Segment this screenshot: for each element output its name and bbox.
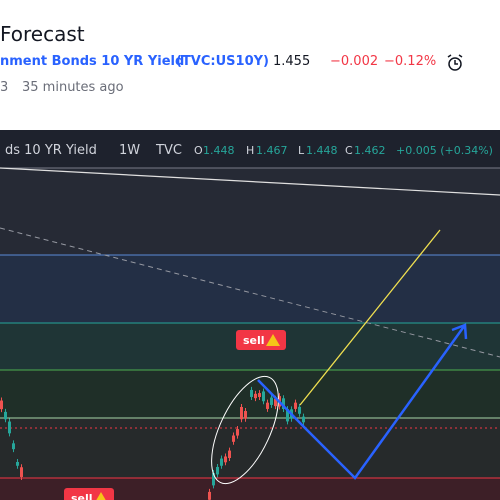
candle: [302, 416, 305, 423]
symbol-code[interactable]: (TVC:US10Y): [176, 54, 269, 69]
legend-source: TVC: [155, 143, 182, 158]
price-change-percent: −0.12%: [384, 54, 437, 69]
open-value: 1.448: [203, 144, 235, 157]
legend-change: +0.005 (+0.34%): [396, 144, 493, 157]
legend-symbol: ds 10 YR Yield: [5, 143, 97, 158]
candle: [216, 466, 219, 475]
alert-icon[interactable]: [444, 52, 466, 74]
candle: [258, 393, 261, 397]
sell-label[interactable]: sell: [236, 330, 286, 350]
candle: [236, 429, 239, 436]
time-ago: 35 minutes ago: [22, 80, 124, 95]
candle: [208, 491, 211, 500]
sell-text: sell: [71, 492, 93, 500]
candle: [286, 409, 289, 422]
author-suffix: 3: [0, 80, 9, 95]
candle: [274, 398, 277, 407]
open-label: O: [194, 144, 203, 157]
candle: [298, 406, 301, 414]
candle: [262, 391, 265, 402]
candle: [244, 411, 247, 419]
candle: [20, 467, 23, 477]
close-value: 1.462: [354, 144, 386, 157]
candle: [12, 443, 15, 450]
candle: [224, 456, 227, 463]
candle: [220, 458, 223, 466]
high-value: 1.467: [256, 144, 288, 157]
sell-label[interactable]: sell: [64, 488, 114, 500]
candle: [212, 473, 215, 486]
candle: [232, 435, 235, 442]
candle: [282, 398, 285, 409]
idea-header: Forecast nment Bonds 10 YR Yield (TVC:US…: [0, 0, 500, 130]
close-label: C: [345, 144, 353, 157]
candle: [0, 400, 3, 410]
candle: [8, 421, 11, 434]
candle: [250, 389, 253, 397]
candle: [4, 411, 7, 420]
candle: [270, 397, 273, 405]
symbol-link[interactable]: nment Bonds 10 YR Yield: [0, 54, 185, 69]
candle: [266, 402, 269, 409]
candle: [16, 461, 19, 466]
chart-area: ds 10 YR Yield 1W TVC O 1.448 H 1.467 L …: [0, 130, 500, 500]
legend-interval: 1W: [119, 143, 140, 158]
sell-text: sell: [243, 334, 265, 347]
low-value: 1.448: [306, 144, 338, 157]
high-label: H: [246, 144, 254, 157]
candle: [240, 406, 243, 420]
price-change: −0.002: [330, 54, 379, 69]
candle: [294, 402, 297, 409]
candle: [254, 393, 257, 399]
price: 1.455: [273, 54, 311, 69]
idea-title: Forecast: [0, 22, 85, 46]
candle: [228, 450, 231, 459]
low-label: L: [298, 144, 305, 157]
